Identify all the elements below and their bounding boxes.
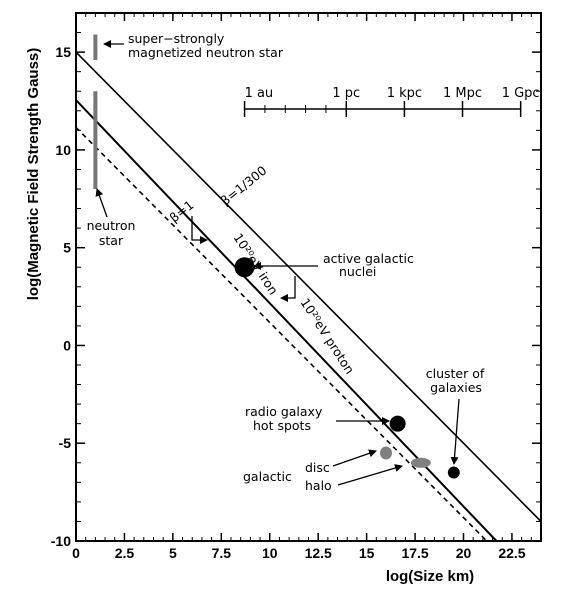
- active-galactic-nuclei-dot: [234, 257, 255, 278]
- agn-label-2: nuclei: [339, 264, 376, 279]
- scale-bar-label: 1 kpc: [387, 86, 422, 101]
- beta-300-line: [76, 51, 541, 523]
- agn-label-1: active galactic: [323, 251, 414, 266]
- x-tick-label: 15: [359, 545, 375, 561]
- beta-300-label: β=1/300: [218, 163, 270, 209]
- astro-objects: [93, 34, 460, 479]
- cluster-label-2: galaxies: [430, 380, 482, 395]
- x-tick-label: 17.5: [401, 545, 428, 561]
- super-neutron-label-1: super−strongly: [128, 31, 225, 46]
- y-tick-label: 10: [55, 142, 71, 158]
- arrow-beta1-region: [191, 216, 208, 244]
- neutron-star-label-1: neutron: [87, 218, 136, 233]
- axis-ticks: 0 2.5 5 7.5 10 12.5 15 17.5 20 22.5 -10 -5 0 5 10 15: [51, 12, 542, 561]
- cluster-label-1: cluster of: [426, 366, 485, 381]
- iron-line: [76, 126, 488, 541]
- y-tick-label: -5: [59, 435, 72, 451]
- scale-bar-label: 1 pc: [332, 86, 360, 101]
- series-lines: [76, 51, 541, 541]
- y-tick-label: 5: [63, 240, 71, 256]
- radio-galaxy-label-1: radio galaxy: [245, 404, 323, 419]
- scale-bar-label: 1 Gpc: [502, 86, 540, 101]
- y-tick-label: 15: [55, 44, 71, 60]
- arrow-disc: [332, 449, 377, 467]
- proton-line: [76, 99, 498, 541]
- halo-label: halo: [305, 478, 332, 493]
- x-tick-label: 0: [72, 545, 80, 561]
- x-axis-title: log(Size km): [386, 568, 474, 585]
- galactic-halo-blob: [410, 457, 431, 468]
- distance-scale: 1 au 1 pc 1 kpc 1 Mpc 1 Gpc: [243, 86, 540, 117]
- annotation-arrows: [95, 40, 460, 486]
- y-axis-title: log(Magnetic Field Strength Gauss): [25, 48, 42, 301]
- scale-bar-label: 1 Mpc: [443, 86, 482, 101]
- y-tick-label: 0: [63, 337, 71, 353]
- radio-galaxy-hot-spots-dot: [389, 415, 406, 432]
- arrow-beta-region: [280, 276, 296, 302]
- super-neutron-label-2: magnetized neutron star: [128, 45, 284, 60]
- galactic-label: galactic: [243, 469, 292, 484]
- arrow-halo: [337, 464, 403, 486]
- y-tick-label: -10: [51, 533, 71, 549]
- x-tick-label: 12.5: [305, 545, 332, 561]
- arrow-neutron-star: [95, 188, 108, 218]
- x-tick-label: 10: [262, 545, 278, 561]
- cluster-of-galaxies-dot: [447, 466, 460, 479]
- neutron-star-label-2: star: [99, 233, 124, 248]
- disc-label: disc: [305, 460, 330, 475]
- arrow-cluster: [450, 398, 460, 465]
- galactic-disc-blob: [380, 446, 392, 460]
- x-tick-label: 2.5: [115, 545, 135, 561]
- radio-galaxy-label-2: hot spots: [253, 418, 311, 433]
- scale-bar-label: 1 au: [245, 86, 274, 101]
- x-tick-label: 22.5: [498, 545, 525, 561]
- x-tick-label: 20: [456, 545, 472, 561]
- x-tick-label: 5: [169, 545, 177, 561]
- x-tick-label: 7.5: [212, 545, 232, 561]
